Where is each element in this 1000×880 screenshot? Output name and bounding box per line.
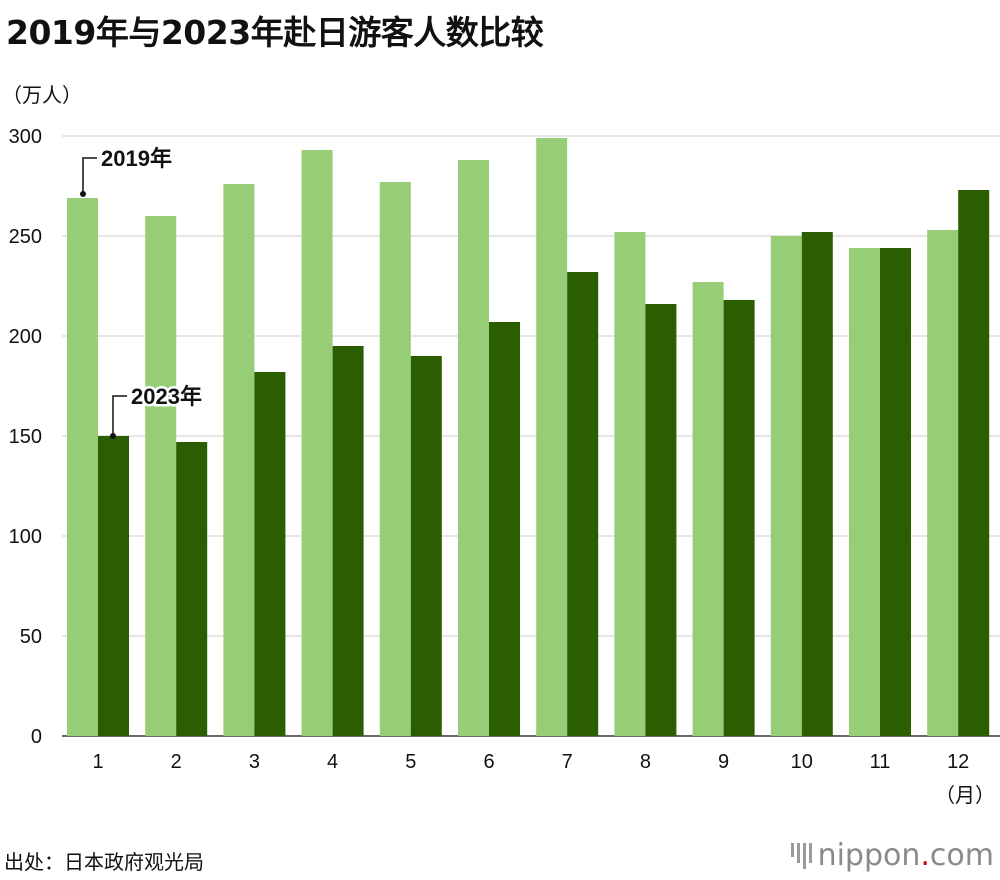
y-tick-label: 50 bbox=[20, 626, 42, 648]
x-tick-label: 2 bbox=[171, 751, 182, 773]
annotation-leader bbox=[82, 157, 97, 194]
bar-2019-1 bbox=[67, 198, 98, 736]
bar-2019-12 bbox=[927, 230, 959, 736]
x-tick-label: 9 bbox=[718, 751, 729, 773]
bar-2019-5 bbox=[379, 182, 411, 736]
x-tick-label: 1 bbox=[92, 751, 103, 773]
y-axis-unit: （万人） bbox=[2, 83, 82, 107]
bar-2023-4 bbox=[332, 346, 364, 736]
bar-2019-11 bbox=[849, 248, 880, 736]
bar-2023-3 bbox=[254, 372, 286, 736]
y-tick-label: 0 bbox=[31, 726, 42, 748]
logo-bars-icon bbox=[790, 842, 812, 869]
bar-2023-12 bbox=[958, 190, 990, 736]
y-tick-label: 250 bbox=[9, 226, 42, 248]
bar-2019-6 bbox=[458, 160, 489, 736]
logo-name: nippon bbox=[817, 838, 921, 873]
bar-2023-1 bbox=[98, 436, 129, 736]
bar-2019-4 bbox=[301, 150, 333, 736]
bar-2019-9 bbox=[692, 282, 724, 736]
annotation-label-2023: 2023年 bbox=[131, 384, 202, 409]
x-tick-label: 3 bbox=[249, 751, 260, 773]
x-tick-label: 8 bbox=[640, 751, 651, 773]
bar-2023-7 bbox=[567, 272, 599, 736]
bar-2019-10 bbox=[770, 236, 802, 736]
y-tick-label: 150 bbox=[9, 426, 42, 448]
source-note: 出处：日本政府观光局 bbox=[4, 850, 204, 874]
x-tick-label: 12 bbox=[947, 751, 969, 773]
y-tick-label: 300 bbox=[9, 126, 42, 148]
x-axis-unit: （月） bbox=[935, 783, 995, 807]
x-tick-label: 11 bbox=[870, 751, 891, 773]
bar-2023-5 bbox=[410, 356, 442, 736]
bar-2023-8 bbox=[645, 304, 677, 736]
bar-2019-3 bbox=[223, 184, 255, 736]
annotation-leader bbox=[112, 395, 127, 436]
bar-2023-9 bbox=[723, 300, 755, 736]
bar-2019-8 bbox=[614, 232, 646, 736]
bar-2019-2 bbox=[145, 216, 177, 736]
x-tick-label: 10 bbox=[791, 751, 813, 773]
bar-2023-11 bbox=[880, 248, 911, 736]
bar-2023-2 bbox=[176, 442, 208, 736]
bar-2023-10 bbox=[801, 232, 833, 736]
x-tick-label: 5 bbox=[405, 751, 416, 773]
y-tick-label: 100 bbox=[9, 526, 42, 548]
bar-2019-7 bbox=[536, 138, 568, 736]
y-tick-label: 200 bbox=[9, 326, 42, 348]
nippon-logo: nippon. com bbox=[790, 838, 994, 873]
bar-2023-6 bbox=[489, 322, 520, 736]
chart-title: 2019年与2023年赴日游客人数比较 bbox=[6, 13, 544, 52]
logo-dot: . bbox=[920, 838, 930, 873]
x-tick-label: 7 bbox=[562, 751, 573, 773]
annotation-label-2019: 2019年 bbox=[101, 146, 172, 171]
x-tick-label: 4 bbox=[327, 751, 338, 773]
logo-suffix: com bbox=[929, 838, 994, 873]
x-tick-label: 6 bbox=[483, 751, 494, 773]
